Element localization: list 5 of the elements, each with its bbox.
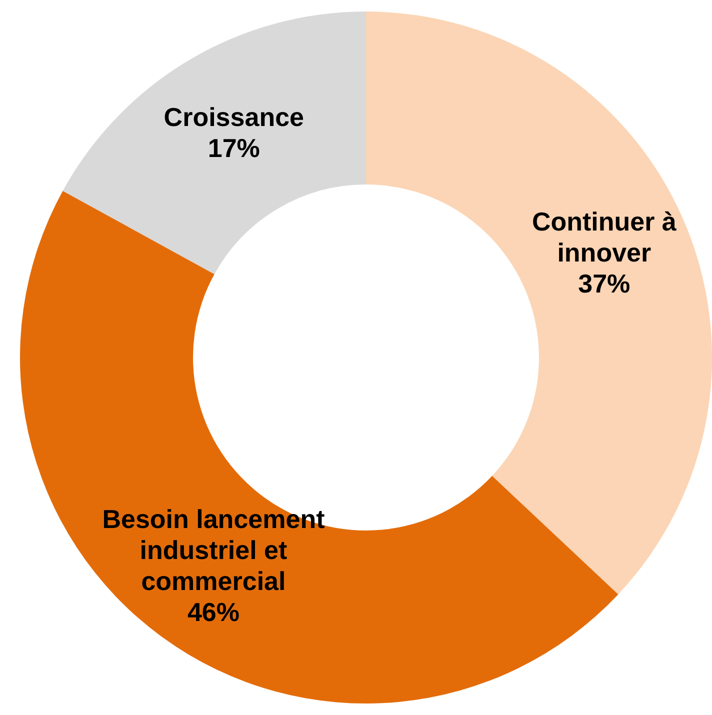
data-label: 37% [578, 268, 630, 299]
slice-label: Continuer à innover [532, 206, 677, 268]
data-label: 46% [187, 597, 240, 628]
slice-label: Croissance [164, 102, 304, 132]
data-label: 17% [208, 132, 260, 163]
